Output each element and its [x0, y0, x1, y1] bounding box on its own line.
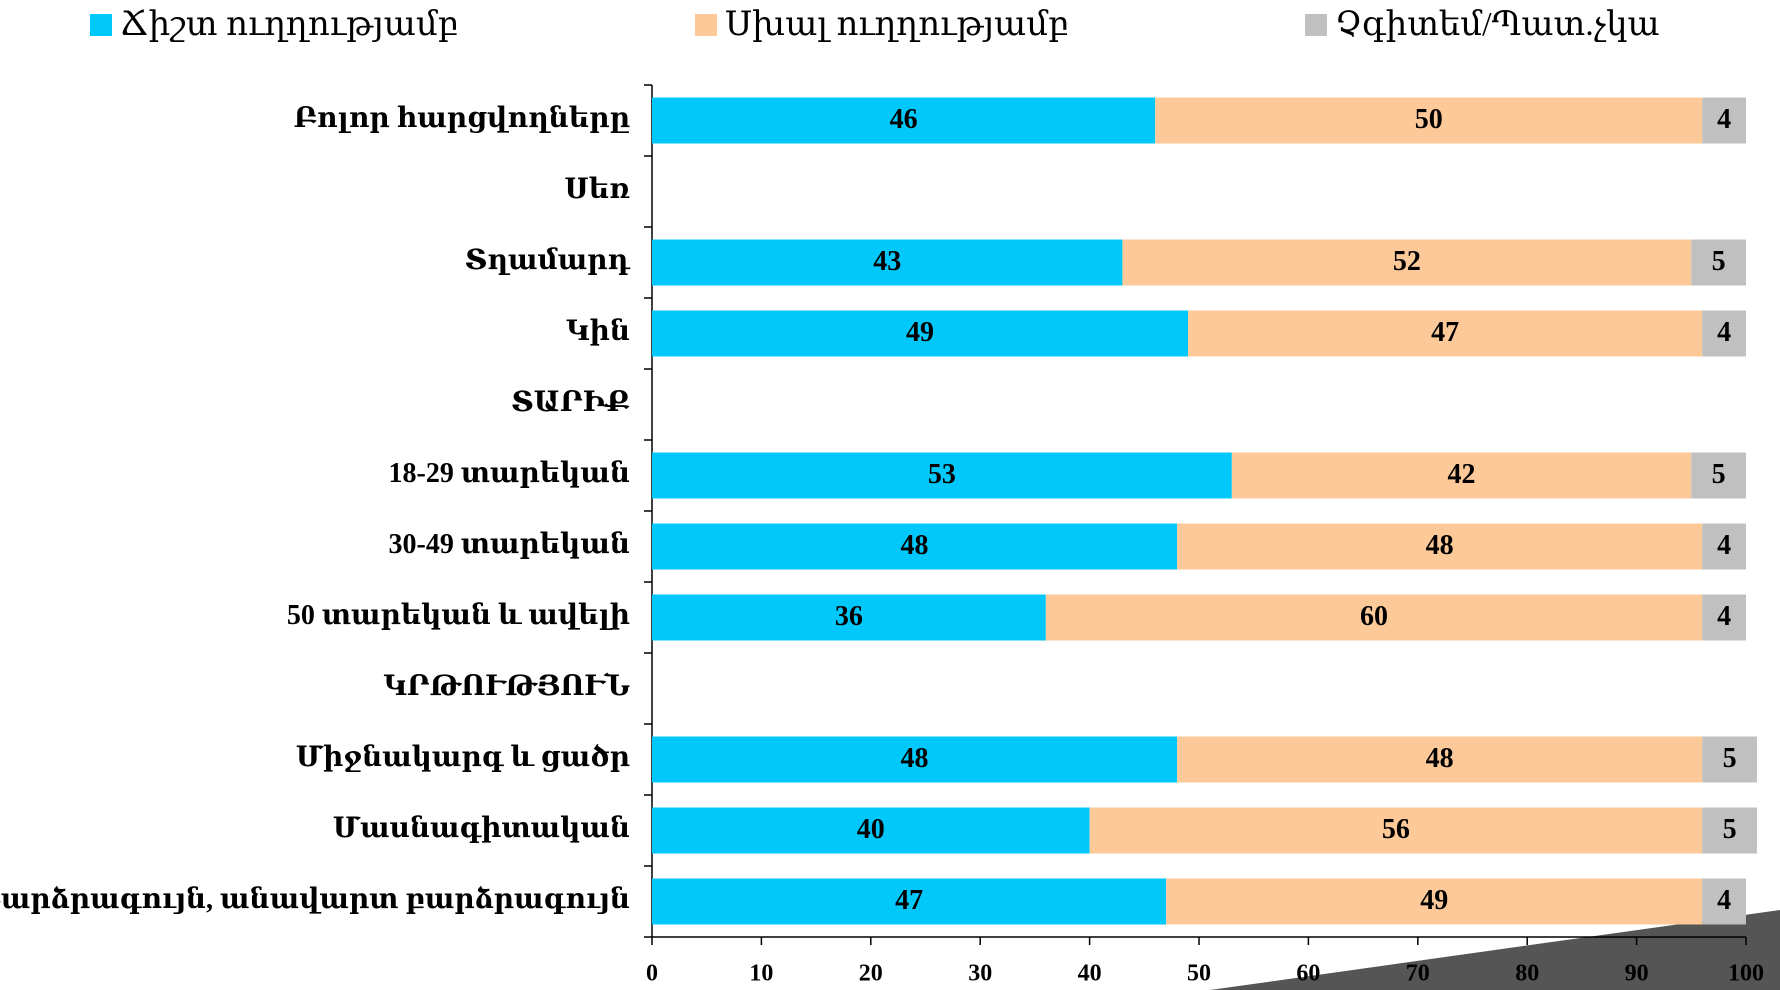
bar-segment [1089, 807, 1703, 854]
bar-segment [1188, 310, 1703, 357]
legend-swatch [1305, 14, 1327, 36]
y-tick-label: Բարձրագույն, անավարտ բարձրագույն [0, 884, 630, 915]
x-tick-label: 10 [749, 961, 773, 987]
bar-segment [1691, 239, 1746, 286]
data-label: 49 [906, 317, 934, 348]
data-label: 53 [928, 459, 956, 490]
x-tick-label: 100 [1728, 961, 1764, 987]
data-label: 4 [1717, 885, 1731, 916]
data-label: 43 [873, 246, 901, 277]
data-label: 42 [1448, 459, 1476, 490]
y-tick-label: ՏԱՐԻՔ [511, 387, 630, 418]
bar-segment [1702, 807, 1757, 854]
bar-segment [1122, 239, 1692, 286]
data-label: 5 [1712, 459, 1726, 490]
data-label: 50 [1415, 104, 1443, 135]
data-label: 4 [1717, 317, 1731, 348]
x-tick-label: 60 [1296, 961, 1320, 987]
data-label: 48 [1426, 743, 1454, 774]
bar-segment [1045, 594, 1703, 641]
x-tick-label: 80 [1515, 961, 1539, 987]
bar-segment [1177, 736, 1703, 783]
legend-swatch [90, 14, 112, 36]
bar-segment [652, 878, 1167, 925]
bar-segment [652, 594, 1046, 641]
bar-segment [652, 97, 1156, 144]
y-tick-label: ԿՐԹՈՒԹՅՈՒՆ [383, 671, 630, 702]
data-label: 40 [857, 814, 885, 845]
y-tick-label: 30-49 տարեկան [389, 529, 630, 560]
bar-segment [652, 310, 1189, 357]
bar-segment [1166, 878, 1703, 925]
bar-segment [652, 239, 1123, 286]
x-tick-label: 30 [968, 961, 992, 987]
x-tick-label: 20 [859, 961, 883, 987]
data-label: 48 [901, 743, 929, 774]
data-label: 4 [1717, 601, 1731, 632]
bar-segment [1702, 594, 1746, 641]
data-label: 47 [895, 885, 923, 916]
x-tick-label: 70 [1406, 961, 1430, 987]
data-label: 60 [1360, 601, 1388, 632]
x-tick-label: 90 [1625, 961, 1649, 987]
bar-segment [652, 736, 1178, 783]
y-tick-label: Միջնակարգ և ցածր [296, 742, 630, 773]
data-label: 52 [1393, 246, 1421, 277]
data-label: 47 [1431, 317, 1459, 348]
y-tick-label: 18-29 տարեկան [389, 458, 630, 489]
bar-segment [1702, 310, 1746, 357]
y-tick-label: Մասնագիտական [333, 813, 630, 844]
data-label: 4 [1717, 104, 1731, 135]
decoration [1210, 910, 1780, 990]
y-tick-label: Տղամարդ [465, 245, 631, 276]
data-label: 48 [1426, 530, 1454, 561]
legend-label: Չգիտեմ/Պատ.չկա [1335, 6, 1660, 43]
y-tick-label: Սեռ [564, 174, 630, 205]
data-label: 5 [1723, 743, 1737, 774]
data-label: 46 [890, 104, 918, 135]
data-label: 48 [901, 530, 929, 561]
x-tick-label: 0 [646, 961, 658, 987]
x-tick-label: 40 [1078, 961, 1102, 987]
bar-segment [652, 807, 1090, 854]
x-tick-label: 50 [1187, 961, 1211, 987]
data-label: 36 [835, 601, 863, 632]
data-label: 4 [1717, 530, 1731, 561]
data-label: 56 [1382, 814, 1410, 845]
bar-segment [1702, 97, 1746, 144]
y-tick-label: 50 տարեկան և ավելի [287, 600, 630, 631]
data-label: 49 [1420, 885, 1448, 916]
bar-segment [1702, 523, 1746, 570]
bar-segment [1155, 97, 1703, 144]
bar-segment [652, 523, 1178, 570]
legend-label: Ճիշտ ուղղությամբ [120, 6, 459, 43]
bar-segment [1702, 878, 1746, 925]
data-label: 5 [1712, 246, 1726, 277]
bar-segment [652, 452, 1232, 499]
legend-label: Սխալ ուղղությամբ [725, 6, 1069, 43]
data-label: 5 [1723, 814, 1737, 845]
legend-swatch [695, 14, 717, 36]
y-tick-label: Կին [566, 316, 630, 347]
y-tick-label: Բոլոր հարցվողները [294, 103, 630, 134]
bar-segment [1691, 452, 1746, 499]
bar-segment [1702, 736, 1757, 783]
bar-segment [1231, 452, 1692, 499]
bar-segment [1177, 523, 1703, 570]
